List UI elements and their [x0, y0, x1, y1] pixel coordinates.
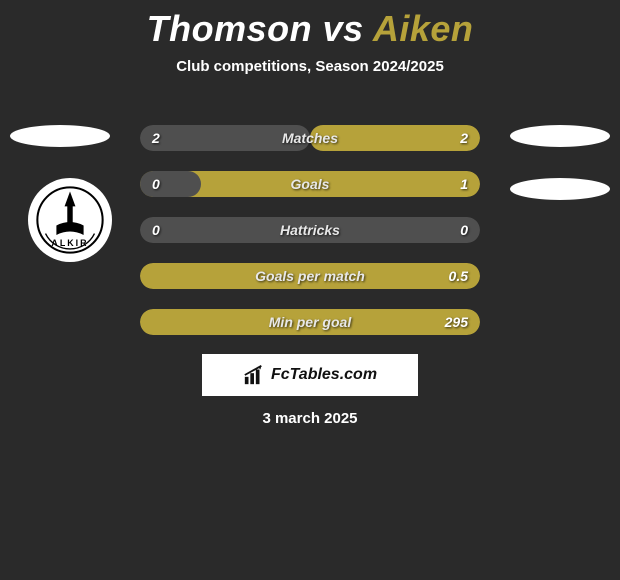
comparison-title: Thomson vs Aiken	[0, 0, 620, 50]
bars-icon	[243, 364, 265, 386]
player2-name: Aiken	[373, 8, 474, 49]
subtitle: Club competitions, Season 2024/2025	[0, 58, 620, 75]
branding-text: FcTables.com	[271, 366, 377, 384]
stat-row: 0.5Goals per match	[140, 263, 480, 289]
player1-club-logo: ALKIR	[28, 178, 112, 262]
stat-label: Hattricks	[140, 217, 480, 243]
player2-logo-placeholder-1	[510, 125, 610, 147]
stat-label: Min per goal	[140, 309, 480, 335]
stat-row: 22Matches	[140, 125, 480, 151]
stat-row: 295Min per goal	[140, 309, 480, 335]
branding-box: FcTables.com	[202, 354, 418, 396]
stat-label: Goals per match	[140, 263, 480, 289]
date-text: 3 march 2025	[0, 410, 620, 427]
club-badge-icon: ALKIR	[36, 186, 104, 254]
svg-text:ALKIR: ALKIR	[51, 238, 88, 248]
player1-logo-placeholder-1	[10, 125, 110, 147]
stat-label: Matches	[140, 125, 480, 151]
player1-name: Thomson	[147, 8, 312, 49]
stats-container: 22Matches 01Goals 00Hattricks 0.5Goals per …	[140, 125, 480, 355]
stat-row: 01Goals	[140, 171, 480, 197]
stat-label: Goals	[140, 171, 480, 197]
player2-logo-placeholder-2	[510, 178, 610, 200]
vs-text: vs	[323, 8, 364, 49]
stat-row: 00Hattricks	[140, 217, 480, 243]
